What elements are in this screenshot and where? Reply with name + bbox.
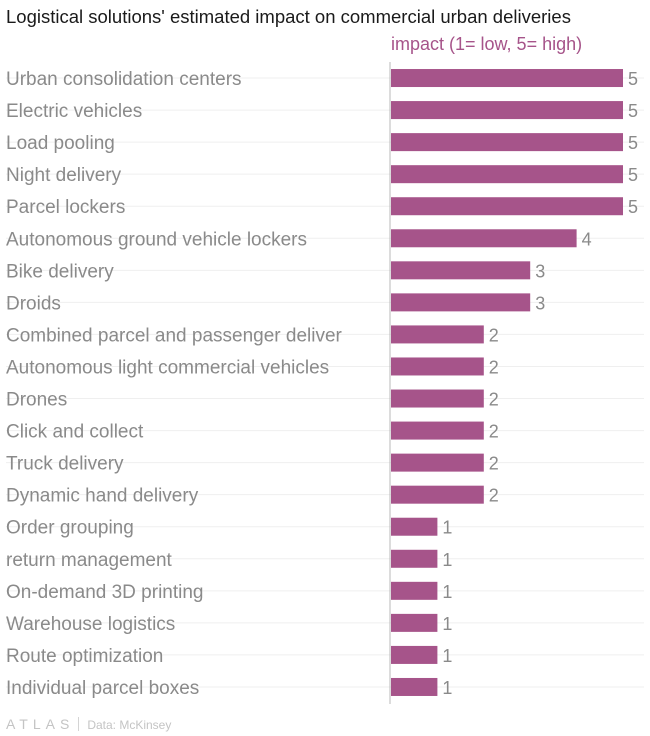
value-label: 1 (442, 678, 452, 698)
bar-chart: Urban consolidation centers 5 Electric veh… (6, 62, 644, 704)
bar (391, 293, 531, 312)
bar (391, 677, 438, 696)
bar (391, 101, 623, 120)
value-label: 1 (442, 614, 452, 634)
category-label: Droids (6, 293, 61, 314)
value-label: 2 (489, 454, 499, 474)
category-label: Warehouse logistics (6, 614, 175, 635)
value-label: 4 (582, 229, 592, 249)
category-label: Route optimization (6, 646, 163, 667)
value-label: 1 (442, 582, 452, 602)
bar (391, 261, 531, 280)
bar (391, 549, 438, 568)
footer: ATLAS Data: McKinsey (6, 716, 171, 732)
chart-title: Logistical solutions' estimated impact o… (6, 6, 571, 27)
bar (391, 165, 623, 184)
category-label: Electric vehicles (6, 101, 142, 122)
value-label: 1 (442, 518, 452, 538)
value-label: 3 (535, 261, 545, 281)
value-label: 2 (489, 325, 499, 345)
value-label: 5 (628, 133, 638, 153)
value-label: 1 (442, 550, 452, 570)
bar (391, 197, 623, 216)
value-label: 2 (489, 390, 499, 410)
category-label: Urban consolidation centers (6, 69, 242, 90)
category-label: Order grouping (6, 518, 134, 539)
bar (391, 229, 577, 248)
category-label: Bike delivery (6, 261, 114, 282)
bar (391, 389, 484, 408)
legend-label: impact (1= low, 5= high) (391, 34, 583, 54)
value-label: 5 (628, 101, 638, 121)
category-label: Autonomous ground vehicle lockers (6, 229, 307, 250)
bar (391, 581, 438, 600)
category-label: Autonomous light commercial vehicles (6, 357, 329, 378)
bar (391, 421, 484, 440)
footer-divider (78, 717, 80, 731)
source-note: Data: McKinsey (87, 718, 172, 732)
bar (391, 613, 438, 632)
category-label: On-demand 3D printing (6, 582, 204, 603)
category-label: Dynamic hand delivery (6, 486, 199, 507)
category-label: Truck delivery (6, 454, 124, 475)
bar (391, 357, 484, 376)
atlas-logo: ATLAS (6, 716, 75, 732)
bar (391, 133, 623, 152)
value-label: 5 (628, 197, 638, 217)
bar (391, 485, 484, 504)
bar (391, 645, 438, 664)
value-label: 2 (489, 357, 499, 377)
bar (391, 517, 438, 536)
category-label: return management (6, 550, 173, 571)
category-label: Load pooling (6, 133, 115, 154)
bar (391, 453, 484, 472)
category-label: Night delivery (6, 165, 122, 186)
bar (391, 69, 623, 88)
value-label: 5 (628, 69, 638, 89)
category-label: Click and collect (6, 422, 144, 443)
value-label: 5 (628, 165, 638, 185)
category-label: Combined parcel and passenger deliver (6, 325, 343, 346)
value-label: 3 (535, 293, 545, 313)
value-label: 2 (489, 422, 499, 442)
category-label: Parcel lockers (6, 197, 125, 218)
value-label: 2 (489, 486, 499, 506)
value-label: 1 (442, 646, 452, 666)
category-label: Individual parcel boxes (6, 678, 199, 699)
category-label: Drones (6, 390, 67, 411)
bar (391, 325, 484, 344)
